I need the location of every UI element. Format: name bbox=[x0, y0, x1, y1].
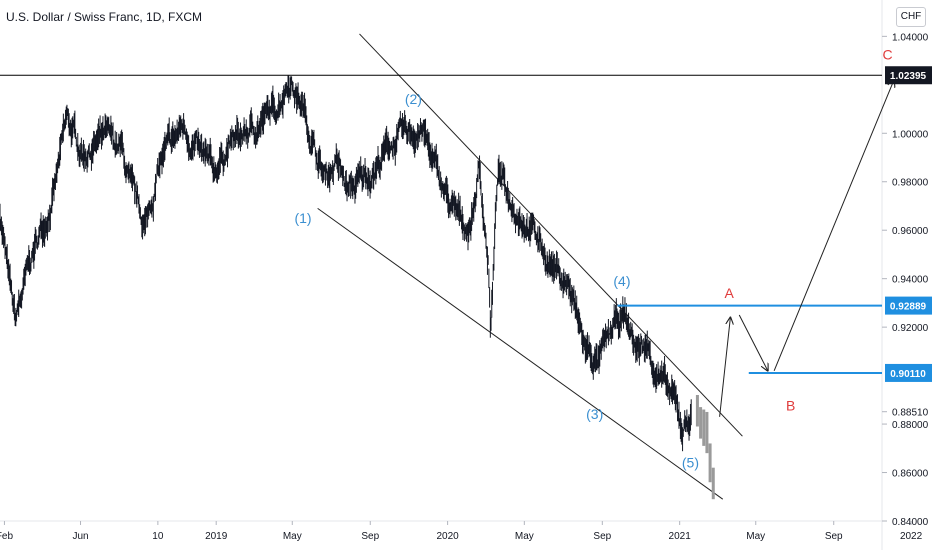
time-tick-label: 2022 bbox=[900, 531, 923, 542]
wave-label: (4) bbox=[613, 273, 630, 289]
time-tick-label: May bbox=[283, 531, 302, 542]
price-tick-label: 0.86000 bbox=[892, 469, 929, 480]
price-tick-label: 1.00000 bbox=[892, 129, 929, 140]
time-tick-label: May bbox=[746, 531, 765, 542]
price-tick-label: 0.88000 bbox=[892, 420, 929, 431]
abc-label: C bbox=[883, 46, 893, 62]
projection-bar bbox=[702, 409, 706, 446]
price-tick-label: 0.96000 bbox=[892, 226, 929, 237]
abc-label: B bbox=[786, 398, 795, 414]
projection-arrow-2 bbox=[738, 314, 768, 371]
currency-scale-button[interactable]: CHF bbox=[896, 7, 926, 27]
time-tick-label: Sep bbox=[361, 531, 379, 542]
symbol-title: U.S. Dollar / Swiss Franc, 1D, FXCM bbox=[6, 10, 203, 24]
projection-bar bbox=[699, 407, 703, 439]
time-tick-label: Jun bbox=[72, 531, 88, 542]
channel-line-1 bbox=[317, 207, 724, 500]
wave-label: (1) bbox=[294, 210, 311, 226]
time-tick-label: May bbox=[515, 531, 534, 542]
price-tick-label: 1.04000 bbox=[892, 32, 929, 43]
price-tick-label: 0.88510 bbox=[892, 408, 929, 419]
projection-bar bbox=[695, 394, 699, 427]
resistance-price-tag: 1.02395 bbox=[890, 71, 927, 82]
projection-bar bbox=[711, 467, 715, 500]
time-tick-label: 2021 bbox=[669, 531, 692, 542]
level-price-tag: 0.90110 bbox=[890, 369, 926, 380]
projection-arrow-1 bbox=[719, 317, 731, 417]
level-price-tag-bg bbox=[885, 363, 932, 382]
level-price-tag: 0.92889 bbox=[890, 302, 927, 313]
time-tick-label: Sep bbox=[593, 531, 611, 542]
wave-label: (2) bbox=[405, 91, 422, 107]
time-tick-label: Sep bbox=[825, 531, 843, 542]
price-tick-label: 0.92000 bbox=[892, 323, 929, 334]
price-tick-label: 0.94000 bbox=[892, 275, 929, 286]
wave-label: (5) bbox=[682, 455, 699, 471]
time-tick-label: 2020 bbox=[436, 531, 459, 542]
wave-label: (3) bbox=[586, 406, 603, 422]
channel-line-2 bbox=[359, 33, 743, 437]
time-tick-label: 2019 bbox=[205, 531, 228, 542]
resistance-price-tag-bg bbox=[885, 66, 932, 85]
projection-arrow-3 bbox=[773, 80, 894, 371]
time-tick-label: 10 bbox=[152, 531, 164, 542]
abc-label: A bbox=[724, 285, 734, 301]
price-tick-label: 0.84000 bbox=[892, 517, 929, 528]
time-tick-label: Feb bbox=[0, 531, 13, 542]
level-price-tag-bg bbox=[885, 296, 932, 315]
price-tick-label: 0.98000 bbox=[892, 178, 929, 189]
projection-bar bbox=[705, 411, 709, 454]
projection-bar bbox=[708, 443, 712, 483]
